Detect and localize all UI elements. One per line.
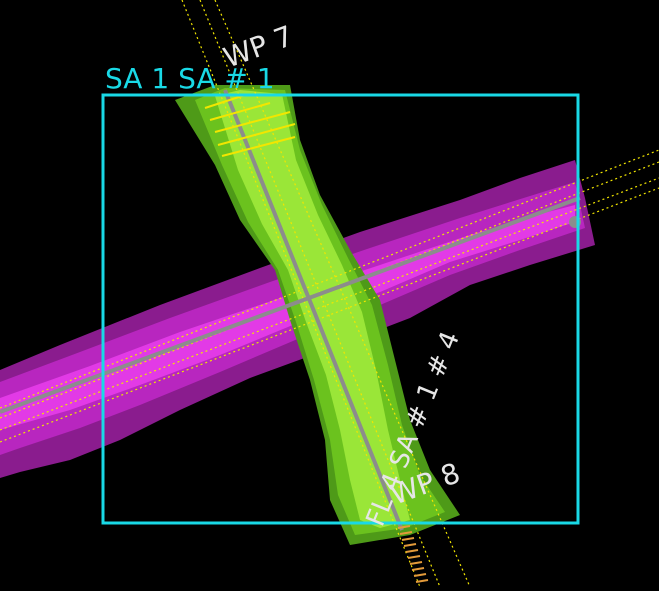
centerline-east-west[interactable] xyxy=(0,196,581,414)
station-ticks-top xyxy=(204,94,296,157)
station-ticks-bottom xyxy=(397,525,429,583)
centerline-north-south[interactable] xyxy=(223,89,404,531)
sa-label[interactable]: SA 1 SA # 1 xyxy=(105,62,275,95)
dotted-alignment-lines-north-south xyxy=(181,0,471,588)
magenta-swath-core[interactable] xyxy=(0,205,575,430)
sample-area-boundary[interactable] xyxy=(101,93,580,525)
